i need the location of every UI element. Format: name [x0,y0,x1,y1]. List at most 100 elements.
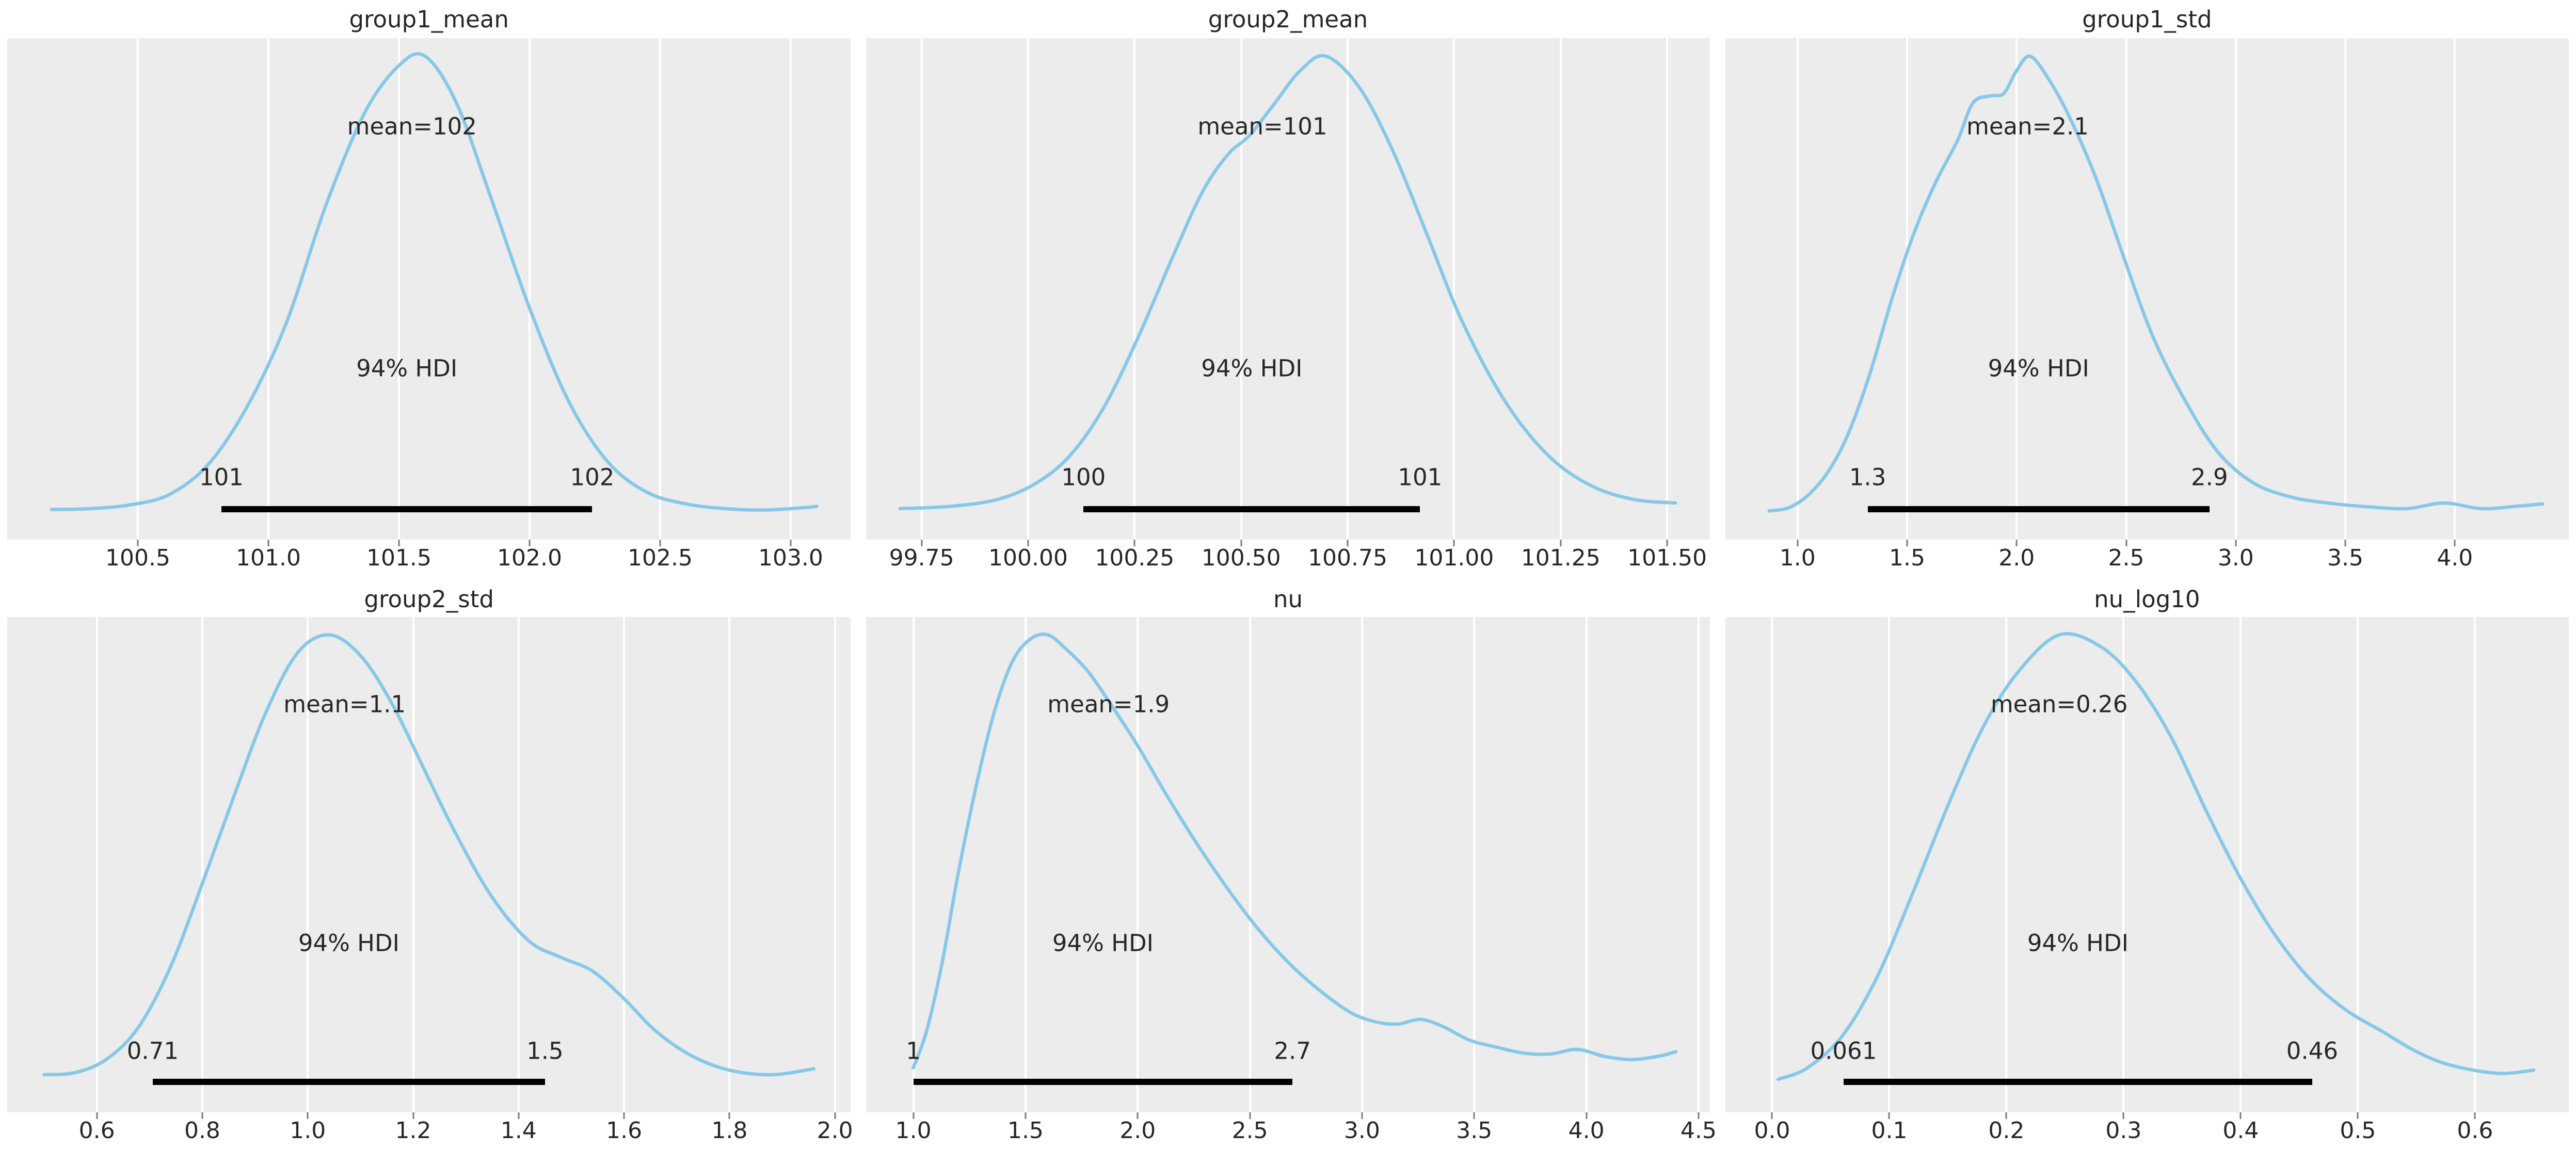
tick-mark [1027,540,1029,546]
tick-mark [1249,1112,1251,1119]
gridline [728,617,731,1112]
tick-label: 0.5 [2340,1117,2376,1144]
tick-label: 1.5 [1007,1117,1044,1144]
tick-mark [1560,540,1562,546]
tick-label: 1.0 [1779,545,1816,571]
tick-mark [1361,1112,1363,1119]
gridline [1361,617,1363,1112]
tick-label: 101.00 [1414,545,1494,571]
tick-mark [1906,540,1908,546]
posterior-panel-nu: nu mean=1.9 94% HDI 1 2.7 1.0 1.5 2.0 2.5 3.… [866,581,1717,1151]
gridline [2125,38,2127,540]
hdi-lower-label: 1 [906,1037,921,1065]
tick-label: 4.0 [2437,545,2473,571]
tick-mark [412,1112,414,1119]
tick-mark [728,1112,730,1119]
tick-label: 0.8 [184,1117,220,1144]
hdi-upper-label: 1.5 [526,1037,564,1065]
hdi-upper-label: 2.7 [1274,1037,1311,1065]
tick-mark [307,1112,309,1119]
gridline [659,38,661,540]
hdi-lower-label: 101 [199,463,244,491]
gridline [1027,38,1029,540]
tick-mark [1137,1112,1139,1119]
mean-annotation: mean=1.9 [1047,690,1170,718]
tick-label: 100.00 [988,545,1068,571]
gridline [1697,617,1700,1112]
mean-annotation: mean=101 [1197,112,1327,140]
gridline [1888,617,1891,1112]
plot-area: mean=2.1 94% HDI 1.3 2.9 [1725,38,2569,540]
gridline [1473,617,1476,1112]
x-axis: 0.0 0.1 0.2 0.3 0.4 0.5 0.6 [1725,1112,2569,1151]
gridline [1906,38,1908,540]
tick-mark [1797,540,1799,546]
tick-label: 0.6 [78,1117,115,1144]
tick-mark [2122,1112,2124,1119]
plot-row-bottom: group2_std mean=1.1 94% HDI 0.71 1.5 0.6… [0,581,2576,1151]
tick-label: 1.8 [711,1117,748,1144]
tick-label: 101.0 [235,545,301,571]
gridline [2357,617,2359,1112]
gridline [1771,617,1773,1112]
tick-mark [2239,1112,2242,1119]
gridline [1240,38,1242,540]
tick-mark [518,1112,520,1119]
panel-title: nu [1273,585,1303,613]
mean-annotation: mean=2.1 [1966,112,2089,140]
hdi-upper-label: 101 [1398,463,1443,491]
gridline [528,38,531,540]
tick-label: 2.5 [1231,1117,1268,1144]
posterior-panel-nu-log10: nu_log10 mean=0.26 94% HDI 0.061 0.46 0.… [1725,581,2569,1151]
x-axis: 1.0 1.5 2.0 2.5 3.0 3.5 4.0 4.5 [866,1112,1717,1151]
tick-label: 101.50 [1627,545,1707,571]
mean-annotation: mean=1.1 [283,690,406,718]
tick-mark [201,1112,203,1119]
tick-mark [921,540,923,546]
tick-mark [1586,1112,1588,1119]
tick-mark [2357,1112,2359,1119]
posterior-panel-group2-mean: group2_mean mean=101 94% HDI 100 101 99.… [866,0,1710,581]
tick-label: 0.1 [1871,1117,1908,1144]
gridline [307,617,309,1112]
x-axis: 0.6 0.8 1.0 1.2 1.4 1.6 1.8 2.0 [7,1112,853,1151]
gridline [1559,38,1562,540]
tick-mark [623,1112,625,1119]
gridline [2122,617,2125,1112]
tick-label: 3.5 [1456,1117,1493,1144]
tick-label: 0.2 [1988,1117,2025,1144]
tick-label: 2.0 [1998,545,2035,571]
x-axis: 100.5 101.0 101.5 102.0 102.5 103.0 [7,540,851,581]
kde-curve [7,617,851,1112]
hdi-upper-label: 2.9 [2191,463,2228,491]
tick-mark [2344,540,2346,546]
kde-curve [1725,617,2569,1112]
tick-label: 102.5 [627,545,693,571]
mean-annotation: mean=102 [347,112,477,140]
gridline [1666,38,1669,540]
hdi-interval-label: 94% HDI [1052,929,1154,957]
tick-mark [1240,540,1242,546]
tick-label: 100.25 [1095,545,1175,571]
hdi-lower-label: 1.3 [1849,463,1886,491]
tick-label: 103.0 [758,545,823,571]
tick-mark [790,540,792,546]
plot-area: mean=1.1 94% HDI 0.71 1.5 [7,617,851,1112]
x-axis: 99.75 100.00 100.25 100.50 100.75 101.00 101.2… [866,540,1709,581]
hdi-lower-label: 0.71 [126,1037,179,1065]
tick-label: 1.5 [1889,545,1925,571]
tick-label: 101.25 [1521,545,1601,571]
plot-area: mean=102 94% HDI 101 102 [7,38,851,540]
tick-mark [1025,1112,1027,1119]
hdi-bar [152,1079,545,1085]
kde-curve [866,38,1709,540]
tick-label: 2.5 [2108,545,2145,571]
tick-label: 3.5 [2327,545,2363,571]
tick-mark [1347,540,1349,546]
gridline [1347,38,1349,540]
tick-mark [1666,540,1668,546]
gridline [1249,617,1251,1112]
gridline [397,38,400,540]
gridline [2344,38,2346,540]
